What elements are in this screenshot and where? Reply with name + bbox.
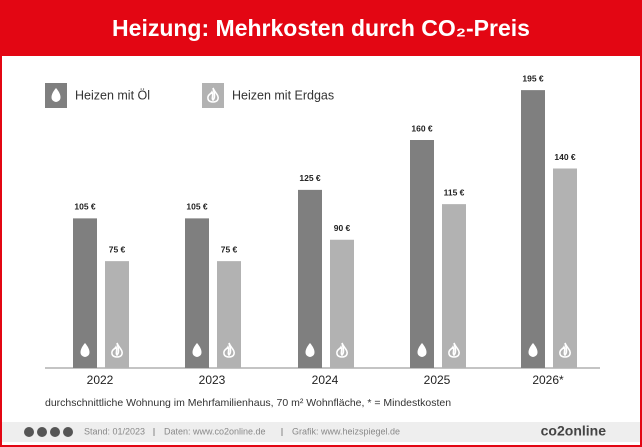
license-icons	[24, 427, 73, 437]
drop-icon	[417, 343, 427, 357]
footer-text: Daten: www.co2online.de	[164, 426, 266, 436]
value-label: 125 €	[299, 173, 321, 183]
x-tick-label: 2023	[199, 373, 226, 387]
value-label: 90 €	[334, 223, 351, 233]
x-tick-label: 2025	[424, 373, 451, 387]
value-label: 105 €	[186, 202, 208, 212]
flame-icon	[223, 342, 235, 358]
bar	[410, 140, 434, 368]
logo: co2online	[541, 423, 607, 439]
value-label: 75 €	[109, 244, 126, 254]
x-tick-label: 2024	[312, 373, 339, 387]
value-label: 195 €	[522, 73, 544, 83]
drop-icon	[80, 343, 90, 357]
footer-text: Stand: 01/2023	[84, 426, 145, 436]
footer-bar	[2, 422, 640, 442]
drop-icon	[528, 343, 538, 357]
value-label: 160 €	[411, 123, 433, 133]
drop-icon	[192, 343, 202, 357]
flame-icon	[111, 342, 123, 358]
value-label: 115 €	[444, 187, 465, 197]
chart-title: Heizung: Mehrkosten durch CO₂-Preis	[112, 15, 530, 41]
value-label: 75 €	[221, 244, 238, 254]
bar	[330, 239, 354, 368]
note: durchschnittliche Wohnung im Mehrfamilie…	[45, 397, 451, 409]
flame-icon	[559, 342, 571, 358]
flame-icon	[336, 342, 348, 358]
flame-icon	[448, 342, 460, 358]
bar	[521, 90, 545, 368]
bar	[442, 204, 466, 368]
drop-icon	[51, 88, 61, 102]
x-tick-label: 2026*	[532, 373, 564, 387]
bar	[553, 168, 577, 368]
flame-icon	[207, 87, 219, 103]
legend-label: Heizen mit Erdgas	[232, 88, 334, 102]
bar	[298, 189, 322, 368]
footer-text: Grafik: www.heizspiegel.de	[292, 426, 400, 436]
header	[0, 0, 642, 56]
value-label: 140 €	[554, 152, 576, 162]
x-tick-label: 2022	[87, 373, 114, 387]
value-label: 105 €	[74, 202, 96, 212]
drop-icon	[305, 343, 315, 357]
legend-label: Heizen mit Öl	[75, 88, 150, 102]
